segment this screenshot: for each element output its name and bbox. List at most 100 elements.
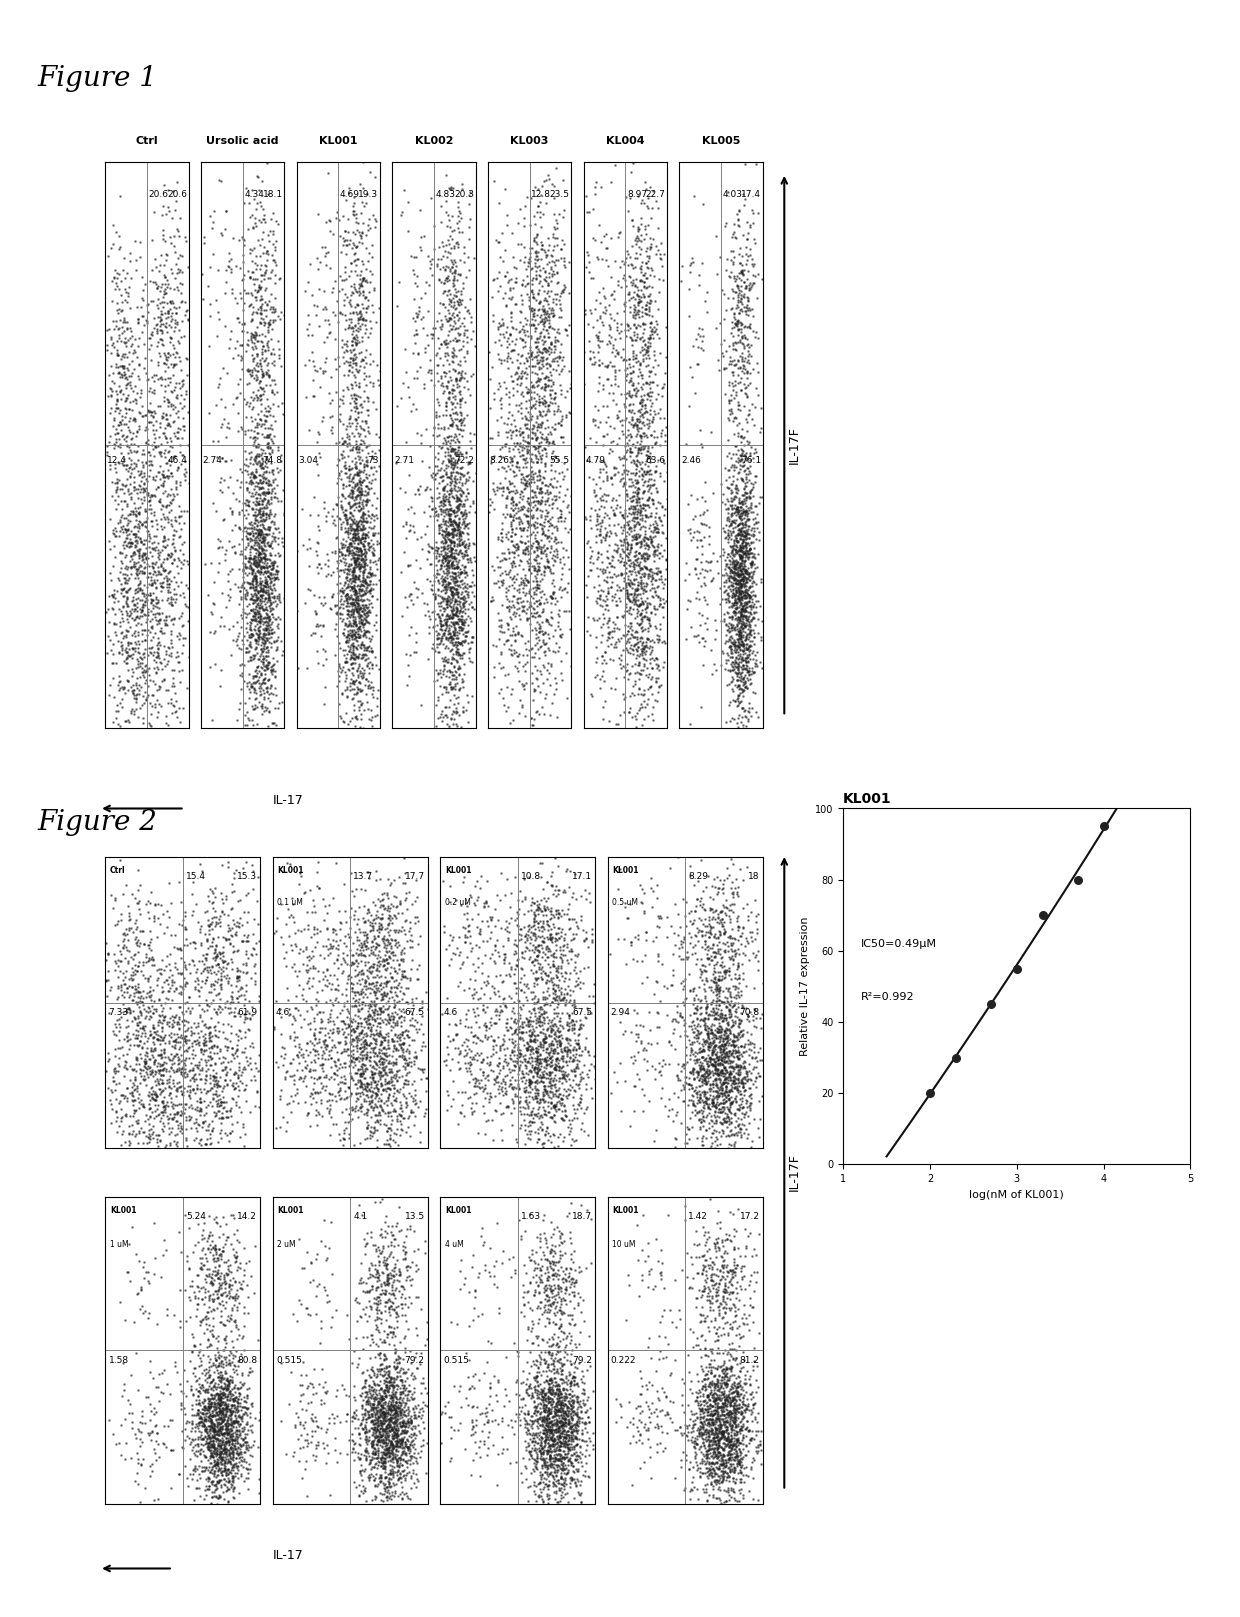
Point [630,1012,650,1038]
Point [636,555,656,581]
Point [439,521,459,547]
Point [383,1394,403,1420]
Point [539,982,559,1007]
Point [221,1387,241,1413]
Point [594,482,614,508]
Point [723,1397,743,1423]
Point [620,589,640,614]
Point [372,1444,392,1470]
Point [141,564,161,590]
Point [518,438,538,464]
Point [154,420,174,446]
Point [373,1040,393,1066]
Point [107,1059,126,1085]
Point [708,1263,728,1289]
Point [217,1104,237,1130]
Point [492,524,512,550]
Point [365,1253,384,1279]
Point [249,521,269,547]
Point [707,1256,727,1282]
Point [366,1109,386,1135]
Point [737,598,756,624]
Point [632,1038,652,1064]
Point [382,1056,402,1082]
Point [445,249,465,275]
Point [627,700,647,726]
Point [536,1030,556,1056]
Point [345,517,365,543]
Point [347,665,367,690]
Point [269,581,289,606]
Point [161,1046,181,1072]
Point [207,909,227,935]
Point [637,435,657,461]
Point [126,576,146,602]
Point [347,1067,367,1093]
Point [131,547,151,572]
Point [697,1446,717,1471]
Point [387,1024,407,1049]
Point [520,1407,539,1433]
Point [541,1048,560,1074]
Point [254,348,274,374]
Point [728,574,748,600]
Point [531,618,551,644]
Point [508,946,528,972]
Point [348,551,368,577]
Point [729,623,749,648]
Point [434,568,454,593]
Point [725,1383,745,1408]
Point [548,1395,568,1421]
Point [738,349,758,375]
Point [438,513,458,538]
Point [247,425,267,451]
Point [523,576,543,602]
Point [356,581,376,606]
Point [727,495,746,521]
Point [517,361,537,386]
Point [552,949,572,975]
Point [629,1426,649,1452]
Point [523,519,543,545]
Point [737,674,756,700]
Point [119,915,139,941]
Point [546,972,565,998]
Point [200,920,219,946]
Point [167,382,187,407]
Point [649,1387,668,1413]
Point [428,351,448,377]
Point [363,999,383,1025]
Point [236,537,255,563]
Point [343,545,363,571]
Point [501,1046,521,1072]
Point [378,1032,398,1058]
Point [430,597,450,623]
Point [357,1011,377,1036]
Point [439,569,459,595]
Point [560,1431,580,1457]
Point [236,941,255,967]
Point [596,610,616,635]
Point [104,406,124,432]
Point [200,1426,219,1452]
Point [250,661,270,687]
Point [728,1373,748,1399]
Point [719,1463,739,1489]
Point [367,530,387,556]
Point [172,1007,192,1033]
Point [449,218,469,244]
Point [444,1373,464,1399]
Point [346,390,366,416]
Point [174,386,193,412]
Point [739,479,759,505]
Point [229,226,249,252]
Point [198,1473,218,1499]
Point [538,635,558,661]
Point [570,1007,590,1033]
Point [270,307,290,333]
Point [734,671,754,697]
Point [714,1087,734,1112]
Point [432,663,451,689]
Point [553,204,573,230]
Point [729,579,749,605]
